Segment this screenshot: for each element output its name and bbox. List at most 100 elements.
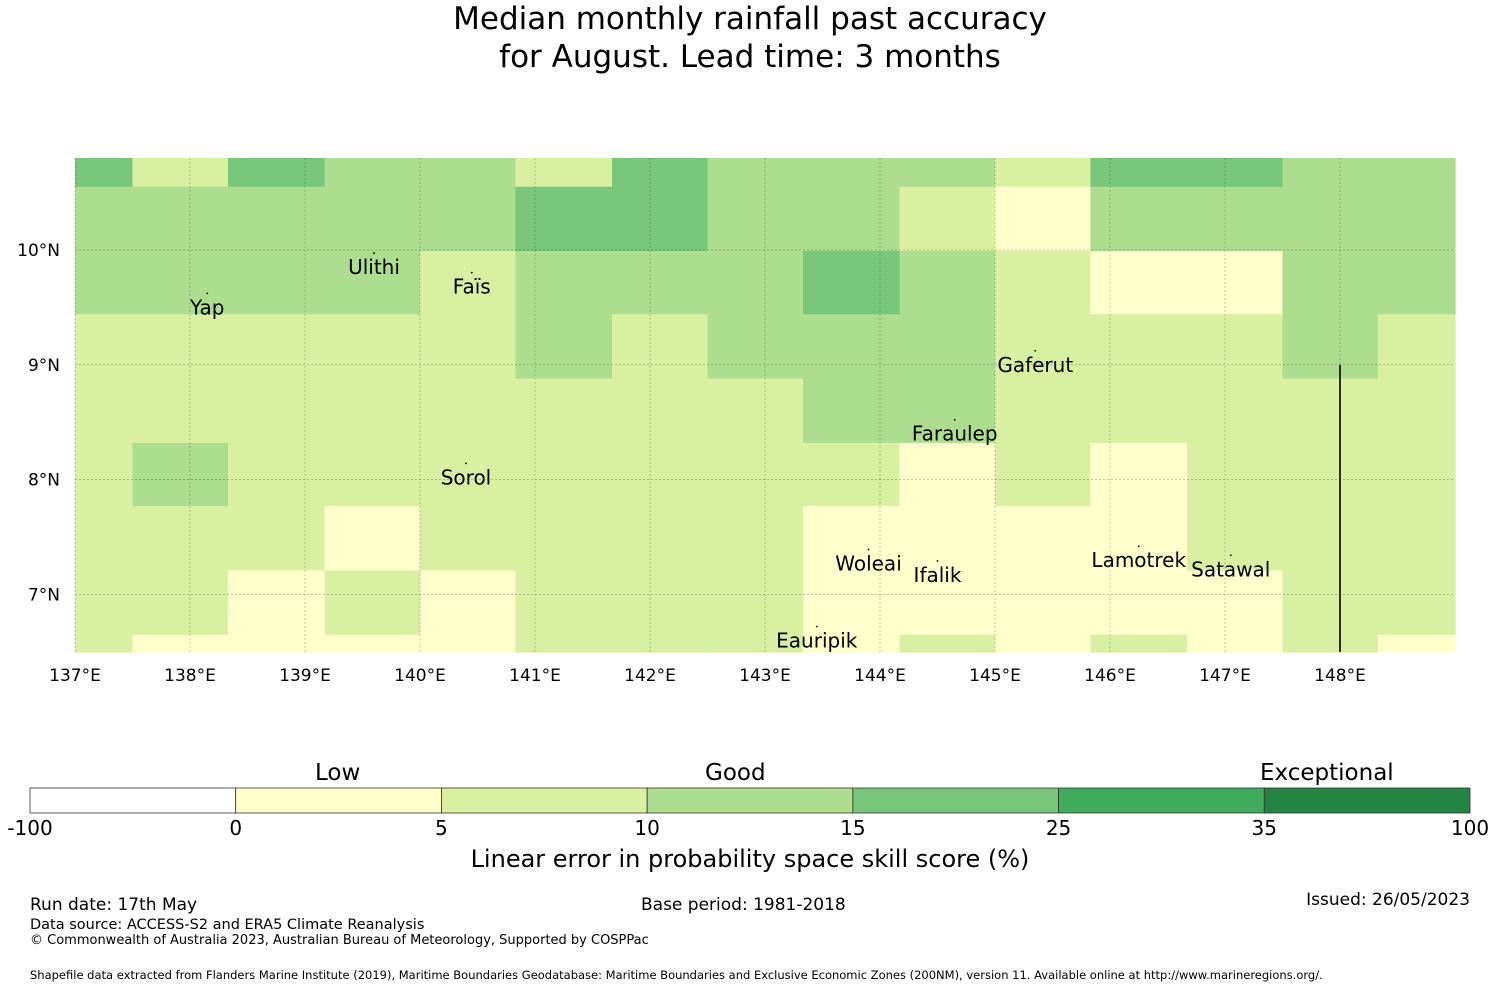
- skill-cell: [707, 186, 804, 252]
- colorbar-tick-label: 5: [435, 816, 448, 840]
- island-marker: [373, 252, 375, 255]
- longitude-tick-label: 142°E: [624, 666, 676, 686]
- skill-cell: [1282, 314, 1379, 380]
- colorbar-tick-label: -100: [7, 816, 53, 840]
- latitude-tick-label: 9°N: [28, 356, 60, 376]
- skill-cell: [515, 251, 613, 315]
- island-marker: [936, 560, 939, 562]
- skill-cell: [75, 634, 134, 653]
- colorbar-swatch: [29, 787, 237, 814]
- skill-cell: [1090, 506, 1188, 572]
- run-date: Run date: 17th May: [30, 895, 198, 915]
- skill-cell: [132, 186, 229, 252]
- skill-cell: [132, 251, 229, 315]
- skill-cell: [515, 186, 613, 252]
- skill-cell: [227, 634, 326, 653]
- colorbar-tick-label: 0: [229, 816, 243, 840]
- skill-cell: [1282, 186, 1379, 252]
- place-label: Sorol: [441, 465, 492, 489]
- skill-cell: [1377, 378, 1456, 444]
- skill-cell: [420, 314, 517, 380]
- island-marker: [1229, 554, 1232, 557]
- skill-cell: [420, 158, 517, 188]
- skill-cell: [707, 442, 804, 507]
- skill-cell: [227, 158, 326, 188]
- skill-cell: [1377, 506, 1456, 572]
- skill-cell: [75, 314, 134, 380]
- longitude-tick-label: 138°E: [164, 666, 216, 686]
- longitude-tick-label: 145°E: [969, 666, 1021, 686]
- chart-title: Median monthly rainfall past accuracy fo…: [0, 0, 1500, 76]
- skill-cell: [1090, 442, 1188, 507]
- skill-cell: [1377, 442, 1456, 507]
- skill-cell: [515, 634, 613, 653]
- skill-cell: [899, 442, 996, 507]
- latitude-tick-label: 7°N: [28, 586, 60, 606]
- colorbar-swatch: [235, 787, 442, 814]
- island-marker: [815, 625, 818, 628]
- skill-cell: [227, 442, 326, 507]
- colorbar-tick-label: 35: [1251, 816, 1278, 840]
- skill-cell: [612, 378, 709, 444]
- skill-cell: [995, 634, 1092, 653]
- skill-cell: [132, 506, 229, 572]
- longitude-tick-label: 141°E: [509, 666, 561, 686]
- place-label: Ulithi: [348, 255, 400, 279]
- skill-cell: [1282, 506, 1379, 572]
- skill-cell: [515, 570, 613, 636]
- colorbar-tick-label: 25: [1045, 816, 1072, 840]
- skill-cell: [612, 314, 709, 380]
- island-marker: [1137, 545, 1140, 547]
- title-line-1: Median monthly rainfall past accuracy: [453, 1, 1047, 37]
- skill-cell: [324, 186, 421, 252]
- latitude-tick-label: 10°N: [17, 241, 60, 261]
- skill-cell: [802, 442, 901, 507]
- skill-cell: [132, 158, 229, 188]
- skill-cell: [227, 570, 326, 636]
- place-label: Eauripik: [776, 629, 858, 653]
- skill-cell: [420, 186, 517, 252]
- skill-cell: [420, 251, 517, 315]
- skill-cell: [1090, 158, 1188, 188]
- skill-cell: [707, 378, 804, 444]
- skill-cell: [995, 378, 1092, 444]
- skill-cell: [420, 378, 517, 444]
- place-label: Faïs: [453, 275, 491, 299]
- skill-cell: [802, 251, 901, 315]
- island-marker: [867, 548, 870, 551]
- skill-cell: [75, 251, 134, 315]
- skill-cell: [995, 442, 1092, 507]
- skill-cell: [227, 186, 326, 252]
- colorbar-tick-label: 15: [840, 816, 866, 840]
- skill-cell: [899, 251, 996, 315]
- skill-cell: [995, 186, 1092, 252]
- place-label: Gaferut: [997, 353, 1073, 377]
- island-marker: [465, 462, 467, 465]
- skill-cell: [707, 506, 804, 572]
- skill-cell: [75, 378, 134, 444]
- skill-cell: [612, 158, 709, 188]
- skill-cell: [707, 251, 804, 315]
- skill-cell: [899, 506, 996, 572]
- skill-cell: [995, 314, 1092, 380]
- island-marker: [953, 418, 956, 421]
- data-source: Data source: ACCESS-S2 and ERA5 Climate …: [30, 917, 425, 933]
- skill-cell: [324, 570, 421, 636]
- longitude-tick-label: 146°E: [1084, 666, 1136, 686]
- skill-cell: [995, 570, 1092, 636]
- colorbar-tick-label: 100: [1450, 816, 1490, 840]
- skill-cell: [802, 314, 901, 380]
- skill-cell: [515, 158, 613, 188]
- longitude-tick-label: 148°E: [1314, 666, 1366, 686]
- colorbar-swatch: [441, 787, 648, 814]
- skill-cell: [75, 570, 134, 636]
- skill-cell: [1377, 314, 1456, 380]
- skill-cell: [324, 378, 421, 444]
- skill-cell: [995, 251, 1092, 315]
- skill-cell: [612, 570, 709, 636]
- skill-cell: [612, 251, 709, 315]
- place-label: Lamotrek: [1091, 548, 1186, 572]
- colorbar-category-exceptional: Exceptional: [1260, 760, 1394, 786]
- skill-cell: [1090, 378, 1188, 444]
- skill-cell: [1090, 634, 1188, 653]
